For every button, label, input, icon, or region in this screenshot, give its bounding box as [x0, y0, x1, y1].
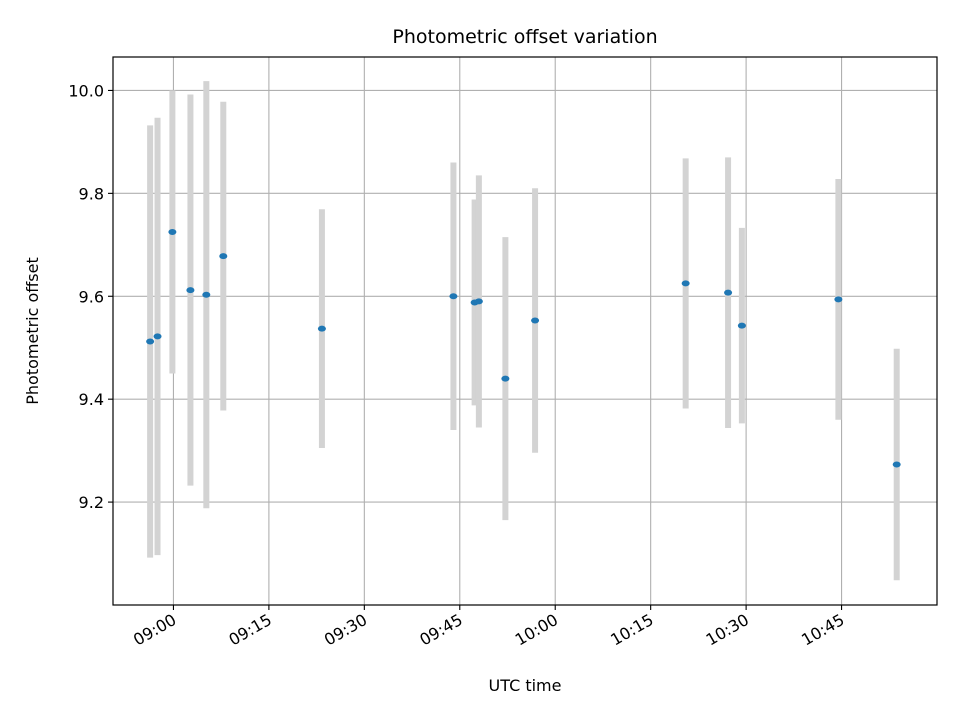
data-point: [168, 228, 177, 235]
y-tick-label: 9.8: [79, 184, 104, 203]
data-point: [501, 375, 510, 382]
y-axis: 9.2 9.4 9.6 9.8 10.0: [68, 81, 113, 512]
data-point: [681, 280, 690, 287]
data-point: [219, 253, 228, 260]
data-point: [531, 317, 540, 324]
chart-title: Photometric offset variation: [392, 26, 657, 48]
data-point: [202, 291, 211, 298]
data-point: [153, 333, 162, 340]
plot-area: [113, 57, 937, 605]
y-tick-label: 9.2: [79, 493, 104, 512]
data-point: [737, 322, 746, 329]
data-point: [474, 298, 483, 305]
data-point: [724, 289, 733, 296]
plot-frame: [112, 56, 938, 606]
data-point: [317, 325, 326, 332]
y-axis-label: Photometric offset: [23, 257, 42, 405]
x-axis-label: UTC time: [489, 676, 562, 695]
data-point: [449, 293, 458, 300]
y-tick-label: 10.0: [68, 81, 104, 100]
data-points: [146, 228, 901, 468]
data-point: [146, 338, 155, 345]
data-point: [892, 461, 901, 468]
y-tick-label: 9.4: [79, 390, 104, 409]
data-point: [186, 287, 195, 294]
y-tick-label: 9.6: [79, 287, 104, 306]
grid: [113, 57, 937, 605]
data-point: [834, 296, 843, 303]
